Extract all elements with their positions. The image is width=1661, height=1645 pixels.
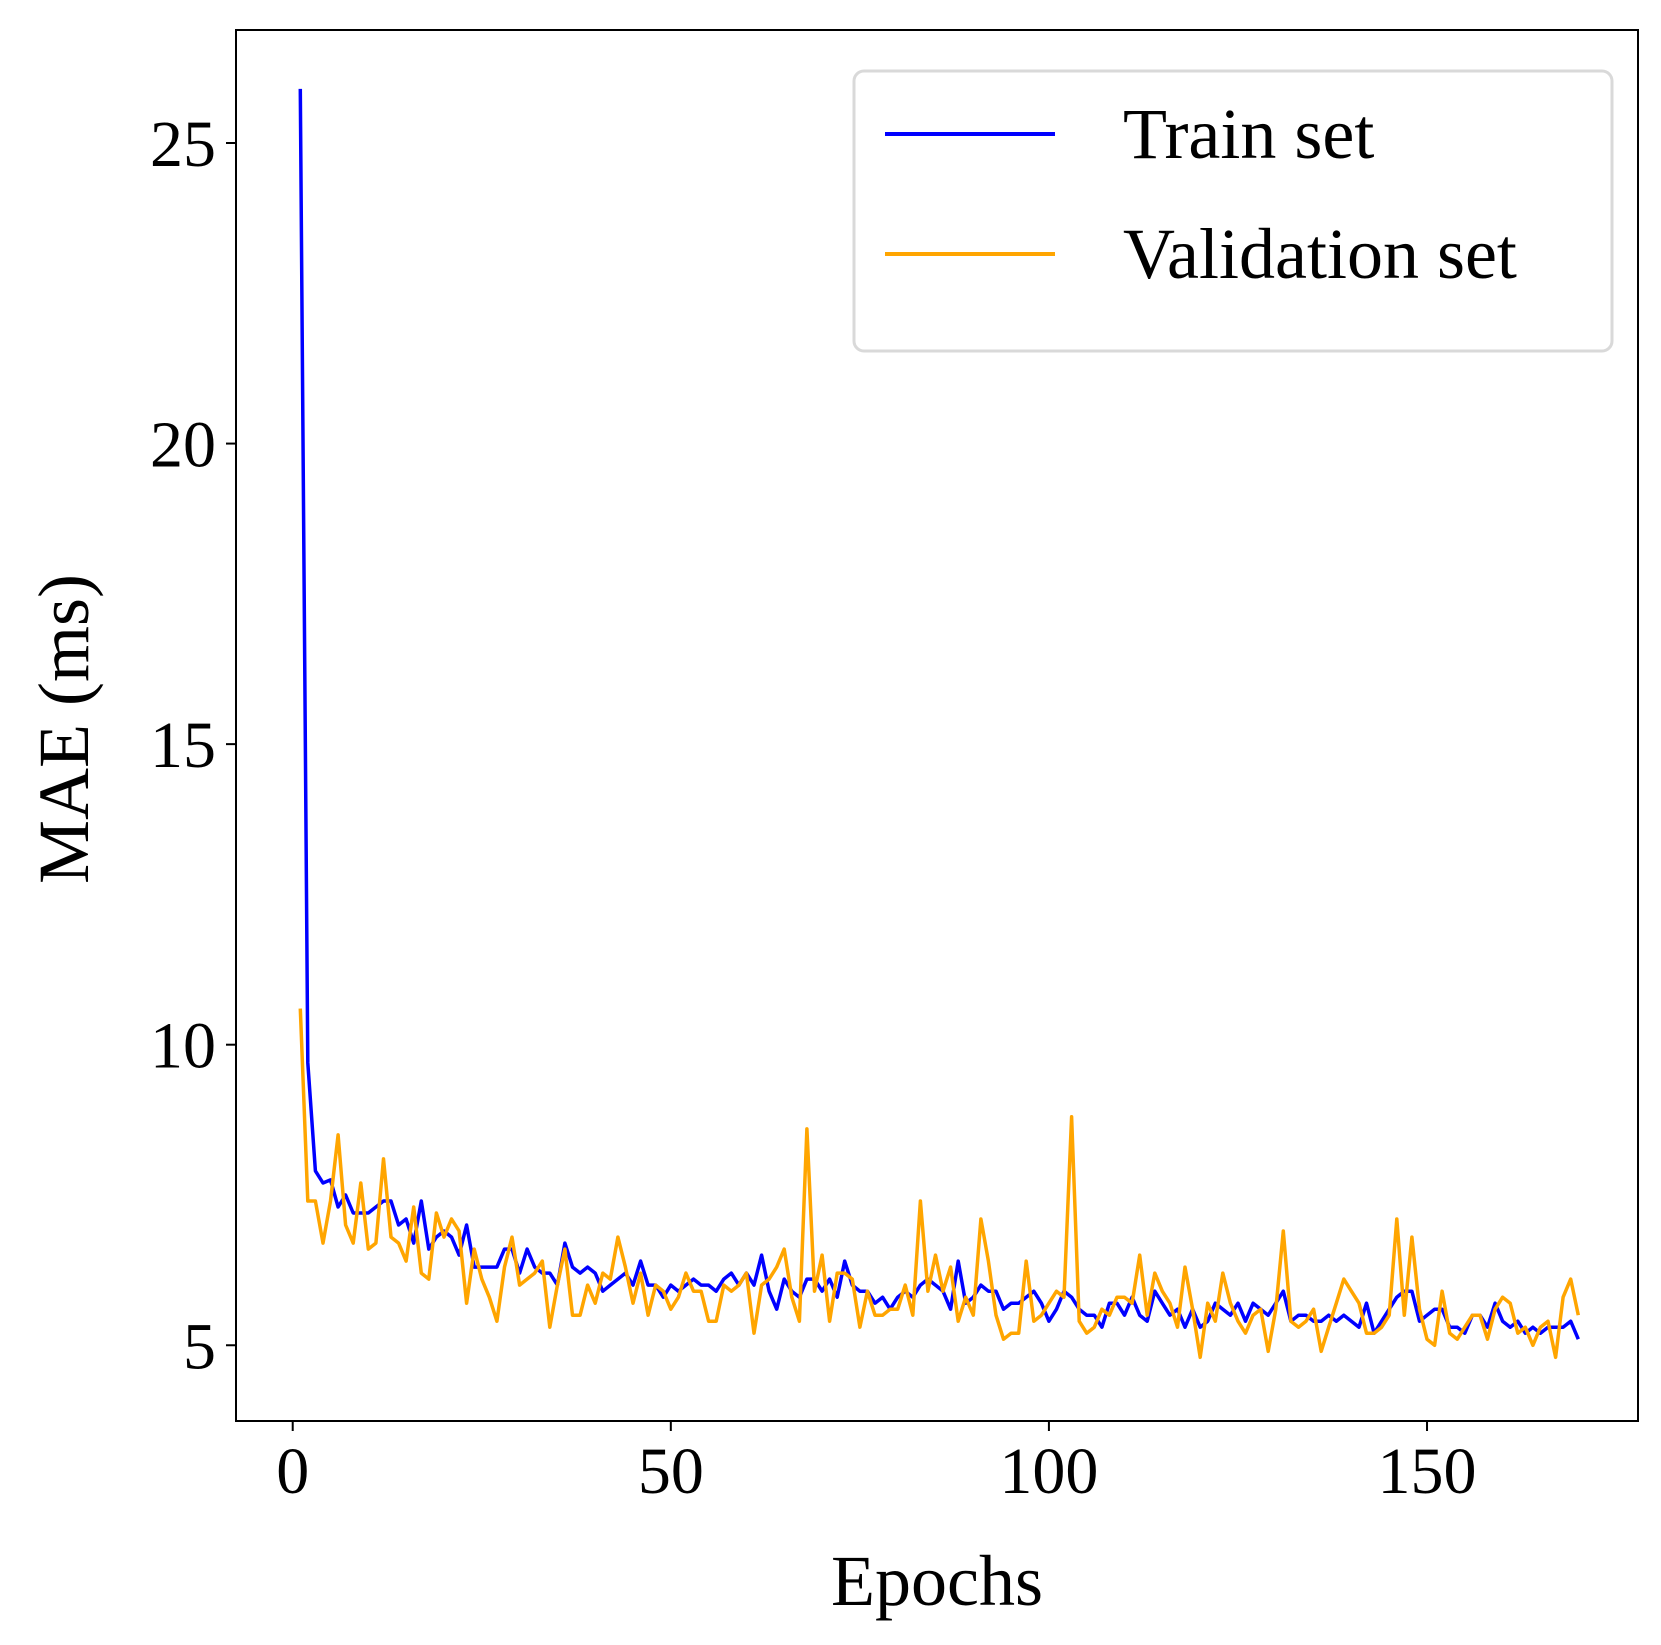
y-axis-title: MAE (ms) — [24, 574, 104, 884]
x-axis-title: Epochs — [831, 1541, 1043, 1621]
y-tick-label: 25 — [150, 108, 216, 181]
x-tick-label: 0 — [276, 1435, 309, 1508]
x-tick-label: 100 — [999, 1435, 1098, 1508]
y-tick-label: 15 — [150, 709, 216, 782]
legend-label: Train set — [1123, 94, 1374, 174]
data-line — [298, 1008, 1581, 1360]
x-tick-label: 150 — [1378, 1435, 1477, 1508]
legend-box — [852, 69, 1614, 353]
y-tick-label: 20 — [150, 409, 216, 482]
y-tick-label: 10 — [150, 1010, 216, 1083]
y-tick-label: 5 — [183, 1310, 216, 1383]
plot-frame — [235, 29, 1639, 1422]
x-tick-label: 50 — [638, 1435, 704, 1508]
legend-label: Validation set — [1123, 214, 1517, 294]
